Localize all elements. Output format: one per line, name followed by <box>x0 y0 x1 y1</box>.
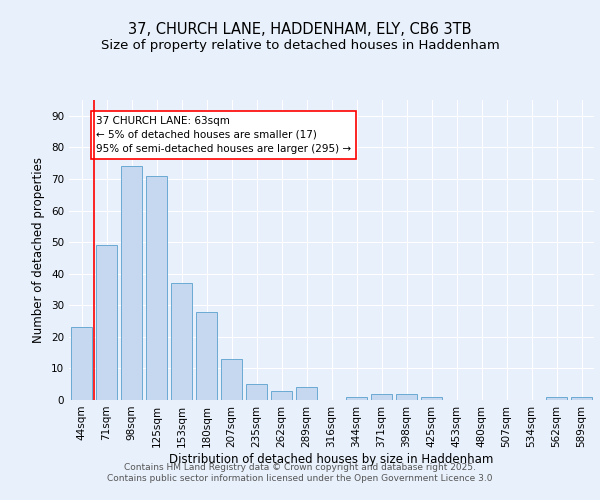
Text: Size of property relative to detached houses in Haddenham: Size of property relative to detached ho… <box>101 39 499 52</box>
Bar <box>96 246 117 400</box>
Text: Contains HM Land Registry data © Crown copyright and database right 2025.: Contains HM Land Registry data © Crown c… <box>124 462 476 471</box>
Bar <box>171 283 192 400</box>
Bar <box>296 388 317 400</box>
Bar <box>146 176 167 400</box>
Bar <box>421 397 442 400</box>
Bar <box>121 166 142 400</box>
X-axis label: Distribution of detached houses by size in Haddenham: Distribution of detached houses by size … <box>169 452 494 466</box>
Bar <box>221 359 242 400</box>
Bar <box>246 384 267 400</box>
Text: 37, CHURCH LANE, HADDENHAM, ELY, CB6 3TB: 37, CHURCH LANE, HADDENHAM, ELY, CB6 3TB <box>128 22 472 38</box>
Bar <box>196 312 217 400</box>
Bar <box>346 397 367 400</box>
Y-axis label: Number of detached properties: Number of detached properties <box>32 157 46 343</box>
Bar <box>571 397 592 400</box>
Text: Contains public sector information licensed under the Open Government Licence 3.: Contains public sector information licen… <box>107 474 493 483</box>
Bar <box>371 394 392 400</box>
Text: 37 CHURCH LANE: 63sqm
← 5% of detached houses are smaller (17)
95% of semi-detac: 37 CHURCH LANE: 63sqm ← 5% of detached h… <box>96 116 351 154</box>
Bar <box>396 394 417 400</box>
Bar <box>71 328 92 400</box>
Bar <box>271 390 292 400</box>
Bar <box>546 397 567 400</box>
